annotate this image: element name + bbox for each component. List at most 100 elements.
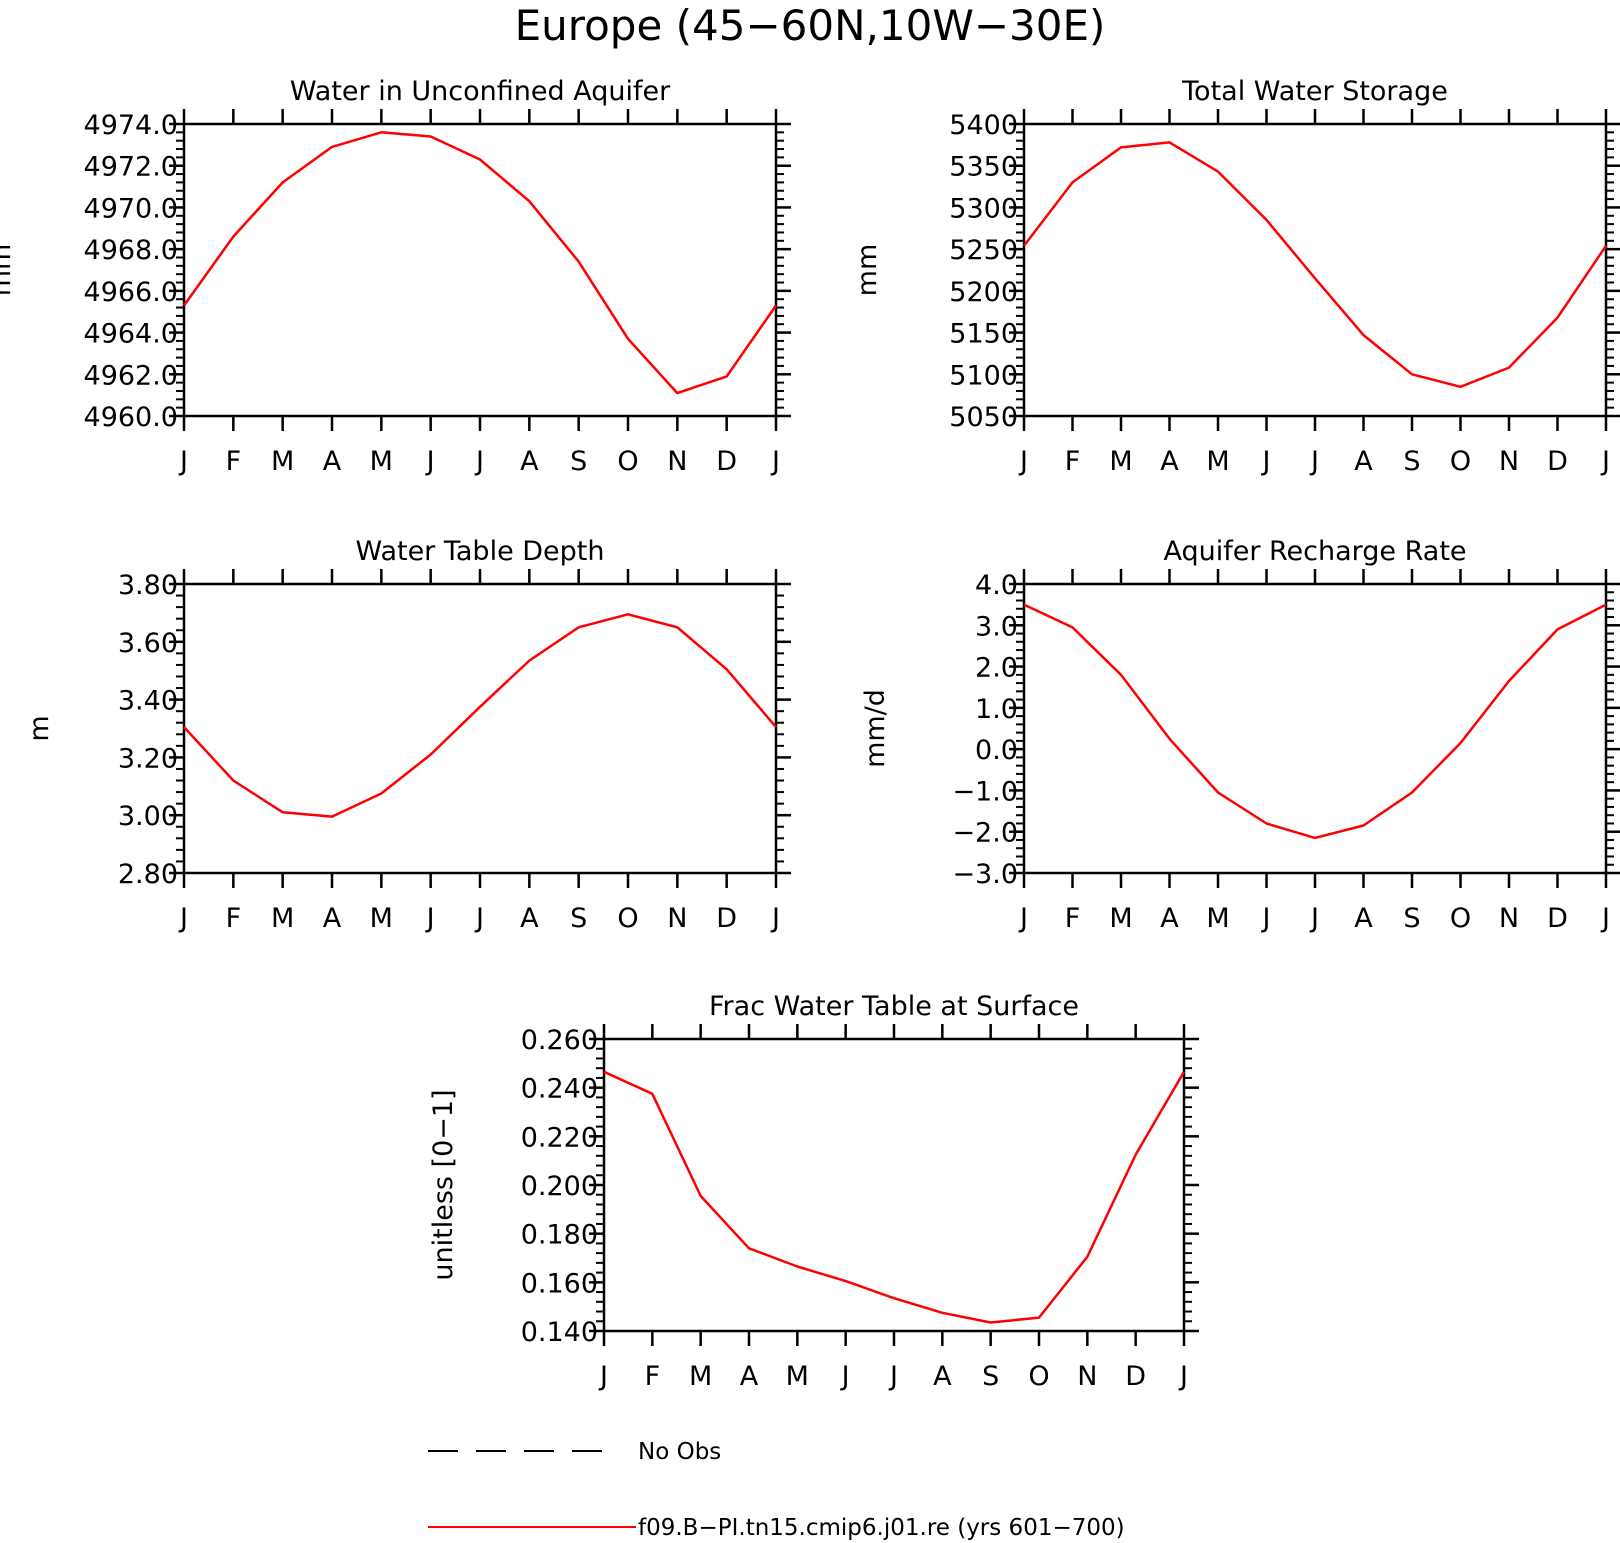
x-tick-label: N xyxy=(667,446,687,477)
x-tick-label: N xyxy=(667,903,687,934)
x-tick-label: J xyxy=(178,903,188,934)
y-axis-label: unitless [0−1] xyxy=(428,1089,459,1280)
y-tick-label: 0.200 xyxy=(521,1171,598,1202)
panel-title: Frac Water Table at Surface xyxy=(709,991,1079,1022)
x-tick-label: J xyxy=(1018,903,1028,934)
y-axis-label: m xyxy=(24,715,55,741)
y-tick-label: 4964.0 xyxy=(84,319,178,350)
x-tick-label: F xyxy=(645,1361,661,1392)
y-tick-label: 4968.0 xyxy=(84,235,178,266)
x-tick-label: D xyxy=(1547,446,1568,477)
x-tick-label: J xyxy=(840,1361,850,1392)
y-tick-label: 5050 xyxy=(949,402,1018,433)
panel-title: Aquifer Recharge Rate xyxy=(1163,536,1466,567)
y-tick-label: 3.00 xyxy=(118,801,178,832)
x-tick-label: J xyxy=(1600,446,1610,477)
x-tick-label: F xyxy=(226,903,242,934)
legend: No Obs f09.B−PI.tn15.cmip6.j01.re (yrs 6… xyxy=(428,1439,1125,1541)
y-tick-label: 0.220 xyxy=(521,1122,598,1153)
y-tick-label: −2.0 xyxy=(952,818,1018,849)
y-tick-label: 4.0 xyxy=(975,570,1018,601)
legend-label-model: f09.B−PI.tn15.cmip6.j01.re (yrs 601−700) xyxy=(638,1515,1125,1541)
x-tick-label: M xyxy=(1206,446,1229,477)
y-tick-label: 5100 xyxy=(949,360,1018,391)
y-tick-label: 0.240 xyxy=(521,1074,598,1105)
x-tick-label: M xyxy=(1206,903,1229,934)
x-tick-label: M xyxy=(370,446,393,477)
x-tick-label: F xyxy=(1065,903,1081,934)
x-tick-label: J xyxy=(770,903,780,934)
panel-title: Water Table Depth xyxy=(355,536,604,567)
y-axis-label: mm/d xyxy=(860,689,891,768)
plot-frame xyxy=(182,582,778,875)
y-tick-label: 0.180 xyxy=(521,1220,598,1251)
x-tick-label: J xyxy=(474,446,484,477)
panel-title: Total Water Storage xyxy=(1181,76,1448,107)
plot-frame xyxy=(1022,122,1608,418)
x-tick-label: D xyxy=(1547,903,1568,934)
x-tick-label: M xyxy=(370,903,393,934)
x-tick-label: J xyxy=(1309,903,1319,934)
x-tick-label: M xyxy=(689,1361,712,1392)
y-tick-label: 4966.0 xyxy=(84,277,178,308)
x-tick-label: A xyxy=(520,446,539,477)
x-tick-label: A xyxy=(323,446,342,477)
x-tick-label: J xyxy=(598,1361,608,1392)
x-tick-label: A xyxy=(740,1361,759,1392)
x-tick-label: S xyxy=(570,446,587,477)
x-tick-label: M xyxy=(1109,446,1132,477)
legend-label-no-obs: No Obs xyxy=(638,1439,721,1465)
x-tick-label: S xyxy=(1403,446,1420,477)
x-tick-label: S xyxy=(982,1361,999,1392)
series-line xyxy=(182,131,778,395)
y-tick-label: 3.20 xyxy=(118,743,178,774)
x-tick-label: J xyxy=(425,446,435,477)
y-tick-label: 3.80 xyxy=(118,570,178,601)
x-tick-label: O xyxy=(617,903,638,934)
x-tick-label: D xyxy=(716,903,737,934)
x-tick-label: F xyxy=(1065,446,1081,477)
series-line xyxy=(603,1070,1186,1324)
panel-title: Water in Unconfined Aquifer xyxy=(290,76,671,107)
plot-frame xyxy=(602,1037,1186,1333)
y-axis-label: mm xyxy=(0,244,17,297)
x-tick-label: J xyxy=(1261,446,1271,477)
x-tick-label: A xyxy=(520,903,539,934)
x-tick-label: N xyxy=(1077,1361,1097,1392)
y-tick-label: 4962.0 xyxy=(84,360,178,391)
y-tick-label: 5400 xyxy=(949,110,1018,141)
x-tick-label: D xyxy=(1125,1361,1146,1392)
y-tick-label: 0.0 xyxy=(975,735,1018,766)
x-tick-label: J xyxy=(1309,446,1319,477)
x-tick-label: J xyxy=(1178,1361,1188,1392)
y-tick-label: 3.0 xyxy=(975,611,1018,642)
y-tick-label: 4970.0 xyxy=(84,193,178,224)
x-tick-label: M xyxy=(271,446,294,477)
y-tick-label: 5200 xyxy=(949,277,1018,308)
plot-frame xyxy=(1022,582,1608,875)
x-tick-label: D xyxy=(716,446,737,477)
y-tick-label: 0.260 xyxy=(521,1025,598,1056)
y-tick-label: 5150 xyxy=(949,319,1018,350)
y-axis-label: mm xyxy=(852,244,883,297)
x-tick-label: A xyxy=(1160,903,1179,934)
x-tick-label: M xyxy=(1109,903,1132,934)
y-tick-label: 0.140 xyxy=(521,1317,598,1348)
x-tick-label: N xyxy=(1499,903,1519,934)
x-tick-label: O xyxy=(617,446,638,477)
x-tick-label: A xyxy=(323,903,342,934)
y-tick-label: 2.80 xyxy=(118,859,178,890)
x-tick-label: J xyxy=(1261,903,1271,934)
series-line xyxy=(183,613,777,818)
x-tick-label: A xyxy=(1160,446,1179,477)
y-tick-label: 4960.0 xyxy=(84,402,178,433)
x-tick-label: S xyxy=(1403,903,1420,934)
y-tick-label: −3.0 xyxy=(952,859,1018,890)
y-tick-label: 5350 xyxy=(949,152,1018,183)
x-tick-label: J xyxy=(1600,903,1610,934)
x-tick-label: A xyxy=(933,1361,952,1392)
x-tick-label: J xyxy=(888,1361,898,1392)
